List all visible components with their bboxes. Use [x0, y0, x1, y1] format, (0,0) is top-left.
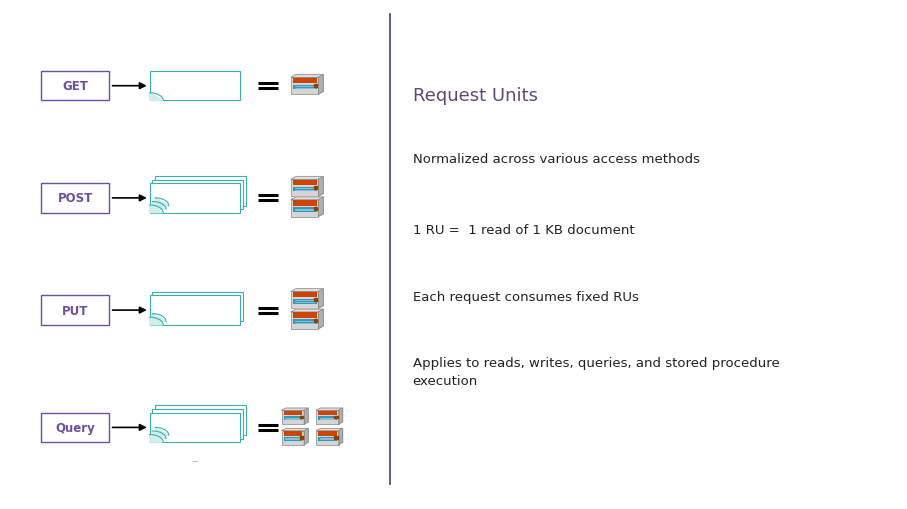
FancyBboxPatch shape [291, 180, 318, 196]
Text: Normalized across various access methods: Normalized across various access methods [413, 153, 699, 165]
Polygon shape [317, 408, 343, 410]
FancyBboxPatch shape [318, 416, 336, 420]
FancyBboxPatch shape [150, 72, 240, 101]
Polygon shape [304, 408, 308, 425]
Polygon shape [282, 429, 308, 431]
Polygon shape [282, 408, 308, 410]
FancyBboxPatch shape [282, 431, 304, 445]
Polygon shape [152, 314, 166, 322]
Polygon shape [291, 197, 323, 200]
Polygon shape [304, 429, 308, 445]
Text: Applies to reads, writes, queries, and stored procedure
execution: Applies to reads, writes, queries, and s… [413, 356, 779, 387]
Polygon shape [155, 199, 169, 206]
FancyBboxPatch shape [282, 410, 304, 425]
FancyBboxPatch shape [293, 181, 317, 186]
Text: Request Units: Request Units [413, 87, 538, 104]
FancyBboxPatch shape [293, 313, 317, 318]
FancyBboxPatch shape [291, 78, 318, 95]
Polygon shape [318, 309, 323, 329]
FancyBboxPatch shape [317, 431, 338, 445]
FancyBboxPatch shape [284, 431, 302, 436]
Polygon shape [318, 289, 323, 308]
FancyBboxPatch shape [150, 184, 240, 213]
Polygon shape [338, 408, 343, 425]
Polygon shape [314, 299, 317, 302]
Polygon shape [318, 75, 323, 95]
Text: PUT: PUT [62, 304, 89, 317]
Polygon shape [150, 206, 163, 213]
Polygon shape [334, 416, 337, 418]
FancyBboxPatch shape [152, 409, 243, 439]
Polygon shape [314, 207, 317, 210]
FancyBboxPatch shape [293, 208, 317, 212]
Polygon shape [152, 431, 166, 439]
Polygon shape [299, 416, 303, 418]
Text: Each request consumes fixed RUs: Each request consumes fixed RUs [413, 290, 639, 303]
Text: Query: Query [55, 421, 95, 434]
FancyBboxPatch shape [318, 437, 336, 441]
FancyBboxPatch shape [42, 72, 109, 101]
FancyBboxPatch shape [293, 201, 317, 206]
FancyBboxPatch shape [317, 410, 338, 425]
Text: --: -- [191, 456, 199, 466]
Text: POST: POST [58, 192, 93, 205]
FancyBboxPatch shape [150, 296, 240, 325]
FancyBboxPatch shape [293, 320, 317, 324]
Polygon shape [150, 318, 163, 325]
Polygon shape [338, 429, 343, 445]
Polygon shape [318, 197, 323, 217]
FancyBboxPatch shape [293, 86, 317, 90]
Polygon shape [334, 437, 337, 439]
FancyBboxPatch shape [42, 296, 109, 325]
FancyBboxPatch shape [284, 437, 302, 441]
FancyBboxPatch shape [293, 187, 317, 192]
Polygon shape [299, 437, 303, 439]
Polygon shape [291, 75, 323, 78]
FancyBboxPatch shape [291, 292, 318, 308]
Polygon shape [314, 85, 317, 88]
Polygon shape [150, 94, 163, 101]
FancyBboxPatch shape [293, 78, 317, 84]
Polygon shape [155, 428, 169, 435]
Text: GET: GET [63, 80, 88, 93]
Polygon shape [291, 289, 323, 292]
FancyBboxPatch shape [42, 184, 109, 213]
FancyBboxPatch shape [150, 413, 240, 442]
FancyBboxPatch shape [291, 200, 318, 217]
Polygon shape [314, 187, 317, 190]
Polygon shape [291, 309, 323, 312]
FancyBboxPatch shape [155, 406, 246, 435]
FancyBboxPatch shape [291, 312, 318, 329]
Polygon shape [152, 202, 166, 210]
FancyBboxPatch shape [284, 411, 302, 415]
Polygon shape [317, 429, 343, 431]
FancyBboxPatch shape [155, 177, 246, 206]
Polygon shape [314, 319, 317, 322]
FancyBboxPatch shape [284, 416, 302, 420]
FancyBboxPatch shape [293, 299, 317, 304]
FancyBboxPatch shape [293, 292, 317, 298]
FancyBboxPatch shape [152, 180, 243, 210]
Polygon shape [318, 177, 323, 196]
FancyBboxPatch shape [42, 413, 109, 442]
Polygon shape [150, 435, 163, 442]
Text: 1 RU =  1 read of 1 KB document: 1 RU = 1 read of 1 KB document [413, 224, 634, 237]
FancyBboxPatch shape [318, 411, 336, 415]
FancyBboxPatch shape [152, 292, 243, 322]
Polygon shape [291, 177, 323, 180]
FancyBboxPatch shape [318, 431, 336, 436]
